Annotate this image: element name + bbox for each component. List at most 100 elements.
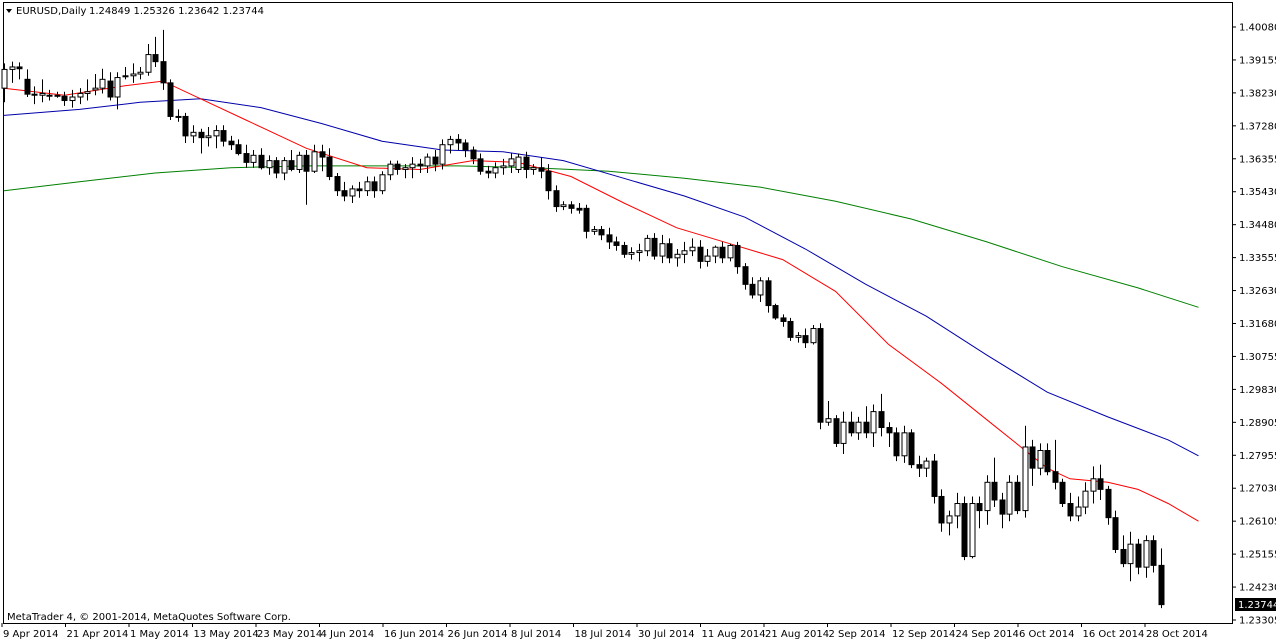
candle-bull [213, 130, 220, 137]
candle-bear [1158, 564, 1165, 606]
time-tick-label: 13 May 2014 [194, 629, 259, 640]
price-tick-label: 1.25155 [1239, 550, 1276, 561]
candle-bear [938, 495, 945, 524]
price-tick-label: 1.32630 [1239, 286, 1276, 297]
time-tick-label: 21 Apr 2014 [67, 629, 129, 640]
candle-bull [560, 204, 567, 208]
candle-bull [1090, 478, 1097, 492]
candle-bear [538, 167, 545, 172]
candle-bull [447, 138, 454, 146]
candle-bull [515, 156, 522, 170]
time-tick-label: 6 Oct 2014 [1019, 629, 1074, 640]
candle-bull [266, 160, 273, 169]
candle-bull [810, 328, 817, 344]
candle-bear [198, 131, 205, 139]
candle-bear [319, 151, 326, 158]
candle-bull [870, 411, 877, 434]
candle-bull [1, 68, 8, 89]
candle-bull [636, 250, 643, 254]
candle-bull [946, 515, 953, 524]
candle-bear [334, 176, 341, 192]
copyright-label: MetaTrader 4, © 2001-2014, MetaQuotes So… [7, 612, 291, 623]
candle-bull [984, 481, 991, 512]
candle-bear [243, 153, 250, 163]
candle-bear [1105, 488, 1112, 519]
candle-bear [583, 207, 590, 232]
candle-bull [409, 163, 416, 169]
candle-bear [765, 280, 772, 307]
candle-bull [130, 73, 137, 77]
candle-bull [387, 163, 394, 176]
candle-bull [500, 165, 507, 169]
price-tick-label: 1.34480 [1239, 220, 1276, 231]
candle-bear [1044, 449, 1051, 473]
price-tick-label: 1.39155 [1239, 55, 1276, 66]
candle-bear [462, 142, 469, 151]
candle-bear [356, 188, 363, 192]
candle-bear [908, 432, 915, 466]
candle-bull [137, 71, 144, 75]
candle-bull [69, 96, 76, 102]
candle-bear [697, 246, 704, 262]
candle-bear [1135, 543, 1142, 568]
price-tick-label: 1.33555 [1239, 253, 1276, 264]
candle-bull [644, 237, 651, 252]
candle-bear [258, 154, 265, 169]
candle-bear [576, 207, 583, 211]
candle-bear [976, 503, 983, 512]
price-tick-label: 1.27030 [1239, 484, 1276, 495]
candle-bull [296, 154, 303, 170]
candle-bear [863, 421, 870, 434]
price-axis: 1.40080 1.39155 1.38230 1.37280 1.36355 1.354… [1232, 23, 1276, 627]
candle-bear [817, 328, 824, 423]
candle-bull [1006, 481, 1013, 515]
candle-bull [1127, 543, 1134, 565]
candle-bull [1075, 506, 1082, 517]
time-tick-label: 18 Jul 2014 [575, 629, 632, 640]
candle-bull [114, 77, 121, 98]
candle-bull [39, 92, 46, 96]
time-tick-label: 28 Oct 2014 [1146, 629, 1208, 640]
candle-bull [281, 160, 288, 174]
time-tick-label: 24 Sep 2014 [956, 629, 1019, 640]
price-tick-label: 1.23305 [1239, 616, 1276, 627]
candle-bull [1022, 446, 1029, 512]
candle-bull [379, 174, 386, 192]
candle-bull [92, 87, 99, 91]
price-tick-label: 1.28905 [1239, 418, 1276, 429]
time-tick-label: 2 Sep 2014 [829, 629, 886, 640]
candle-bull [9, 66, 16, 70]
candle-bear [432, 156, 439, 165]
candle-bull [145, 54, 152, 73]
plot-frame [3, 2, 1233, 624]
candle-bear [1059, 481, 1066, 505]
current-price-marker [1235, 598, 1276, 611]
candle-bear [999, 499, 1006, 515]
candle-bear [742, 266, 749, 285]
candle-bear [326, 156, 333, 178]
candle-bull [250, 154, 257, 163]
ma-green-line [3, 165, 1199, 308]
candle-bear [485, 170, 492, 174]
price-tick-label: 1.36355 [1239, 154, 1276, 165]
candle-bull [674, 253, 681, 259]
price-tick-label: 1.37280 [1239, 121, 1276, 132]
candle-bull [825, 418, 832, 423]
time-axis: 9 Apr 2014 21 Apr 2014 1 May 2014 13 May 20… [1, 623, 1208, 640]
candle-bull [1143, 540, 1150, 568]
candle-bull [311, 151, 318, 172]
price-tick-label: 1.29830 [1239, 385, 1276, 396]
ma-blue-line [3, 98, 1199, 457]
time-tick-label: 9 Apr 2014 [3, 629, 58, 640]
triangle-down-icon[interactable] [6, 9, 12, 13]
candle-bear [235, 144, 242, 155]
ma-red-line [3, 80, 1199, 522]
candle-bear [288, 160, 295, 170]
candle-bear [1067, 503, 1074, 517]
candle-bear [31, 93, 38, 96]
candle-bull [508, 158, 515, 167]
candle-bear [848, 421, 855, 434]
candle-bear [886, 427, 893, 434]
time-tick-label: 12 Sep 2014 [892, 629, 955, 640]
